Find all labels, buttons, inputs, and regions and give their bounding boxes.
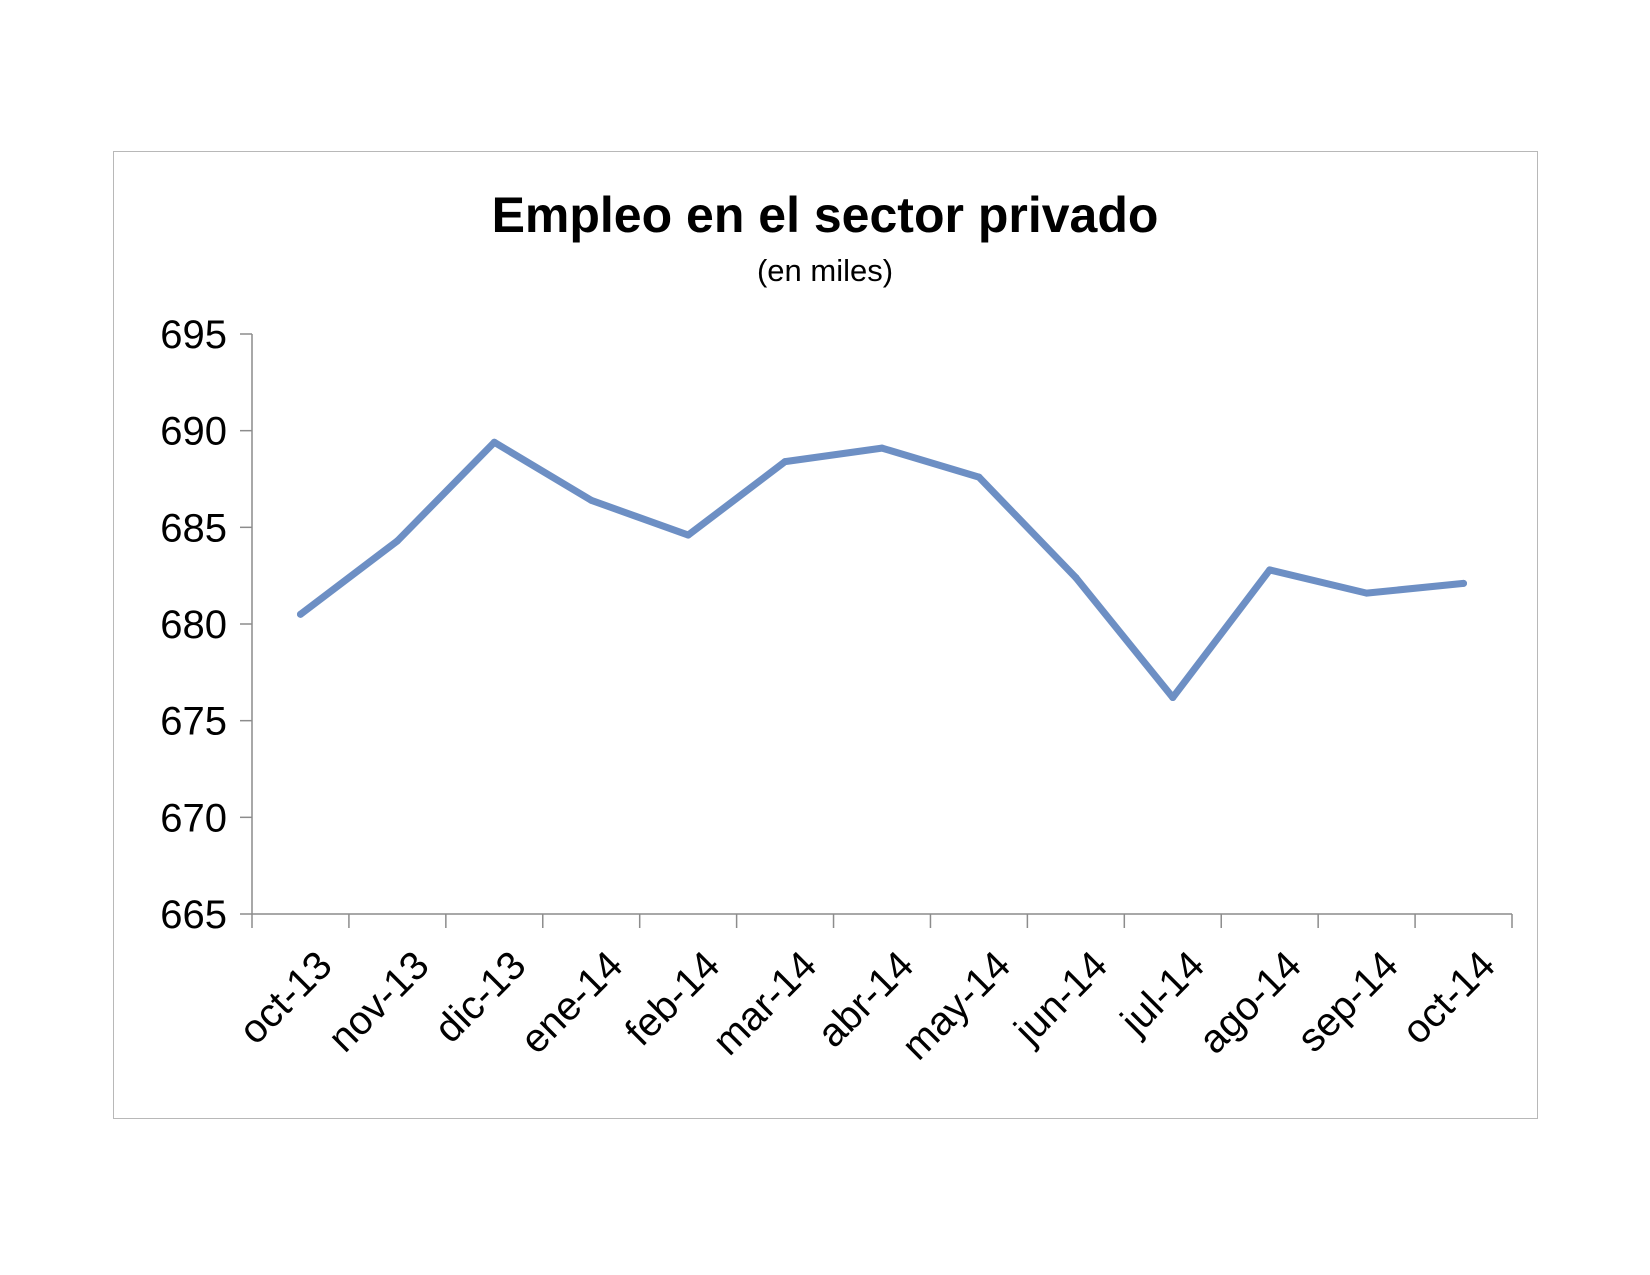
x-tick-label: ago-14 (1191, 943, 1310, 1062)
x-tick-label: mar-14 (705, 943, 826, 1064)
series-line (297, 438, 1467, 701)
y-tick-label: 690 (160, 410, 227, 454)
chart-frame (113, 151, 1538, 1119)
y-tick-label: 695 (160, 313, 227, 357)
data-point (393, 537, 401, 545)
data-point (1363, 589, 1371, 597)
data-point (1169, 693, 1177, 701)
y-tick-label: 665 (160, 893, 227, 937)
x-tick-label: may-14 (894, 943, 1019, 1068)
data-point (1266, 566, 1274, 574)
data-point (490, 438, 498, 446)
x-axis-ticks: oct-13nov-13dic-13ene-14feb-14mar-14abr-… (231, 914, 1513, 1068)
data-point (975, 473, 983, 481)
x-tick-label: jun-14 (1006, 943, 1116, 1053)
y-axis-ticks: 665 670 675 680 685 690 695 (160, 313, 252, 937)
y-tick-label: 675 (160, 700, 227, 744)
data-point (296, 610, 304, 618)
data-point (684, 531, 692, 539)
data-point (781, 458, 789, 466)
data-point (1072, 574, 1080, 582)
axes (251, 334, 1512, 915)
series-layer (296, 438, 1468, 701)
y-tick-label: 685 (160, 506, 227, 550)
x-tick-label: sep-14 (1289, 943, 1407, 1061)
data-point (878, 444, 886, 452)
x-tick-label: nov-13 (320, 943, 438, 1061)
chart-subtitle: (en miles) (757, 253, 893, 288)
data-point (587, 496, 595, 504)
chart-title: Empleo en el sector privado (492, 187, 1159, 243)
x-tick-label: oct-13 (231, 943, 341, 1053)
x-tick-label: oct-14 (1394, 943, 1504, 1053)
y-tick-label: 680 (160, 603, 227, 647)
data-point (1460, 579, 1468, 587)
x-tick-label: ene-14 (512, 943, 631, 1062)
y-tick-label: 670 (160, 796, 227, 840)
